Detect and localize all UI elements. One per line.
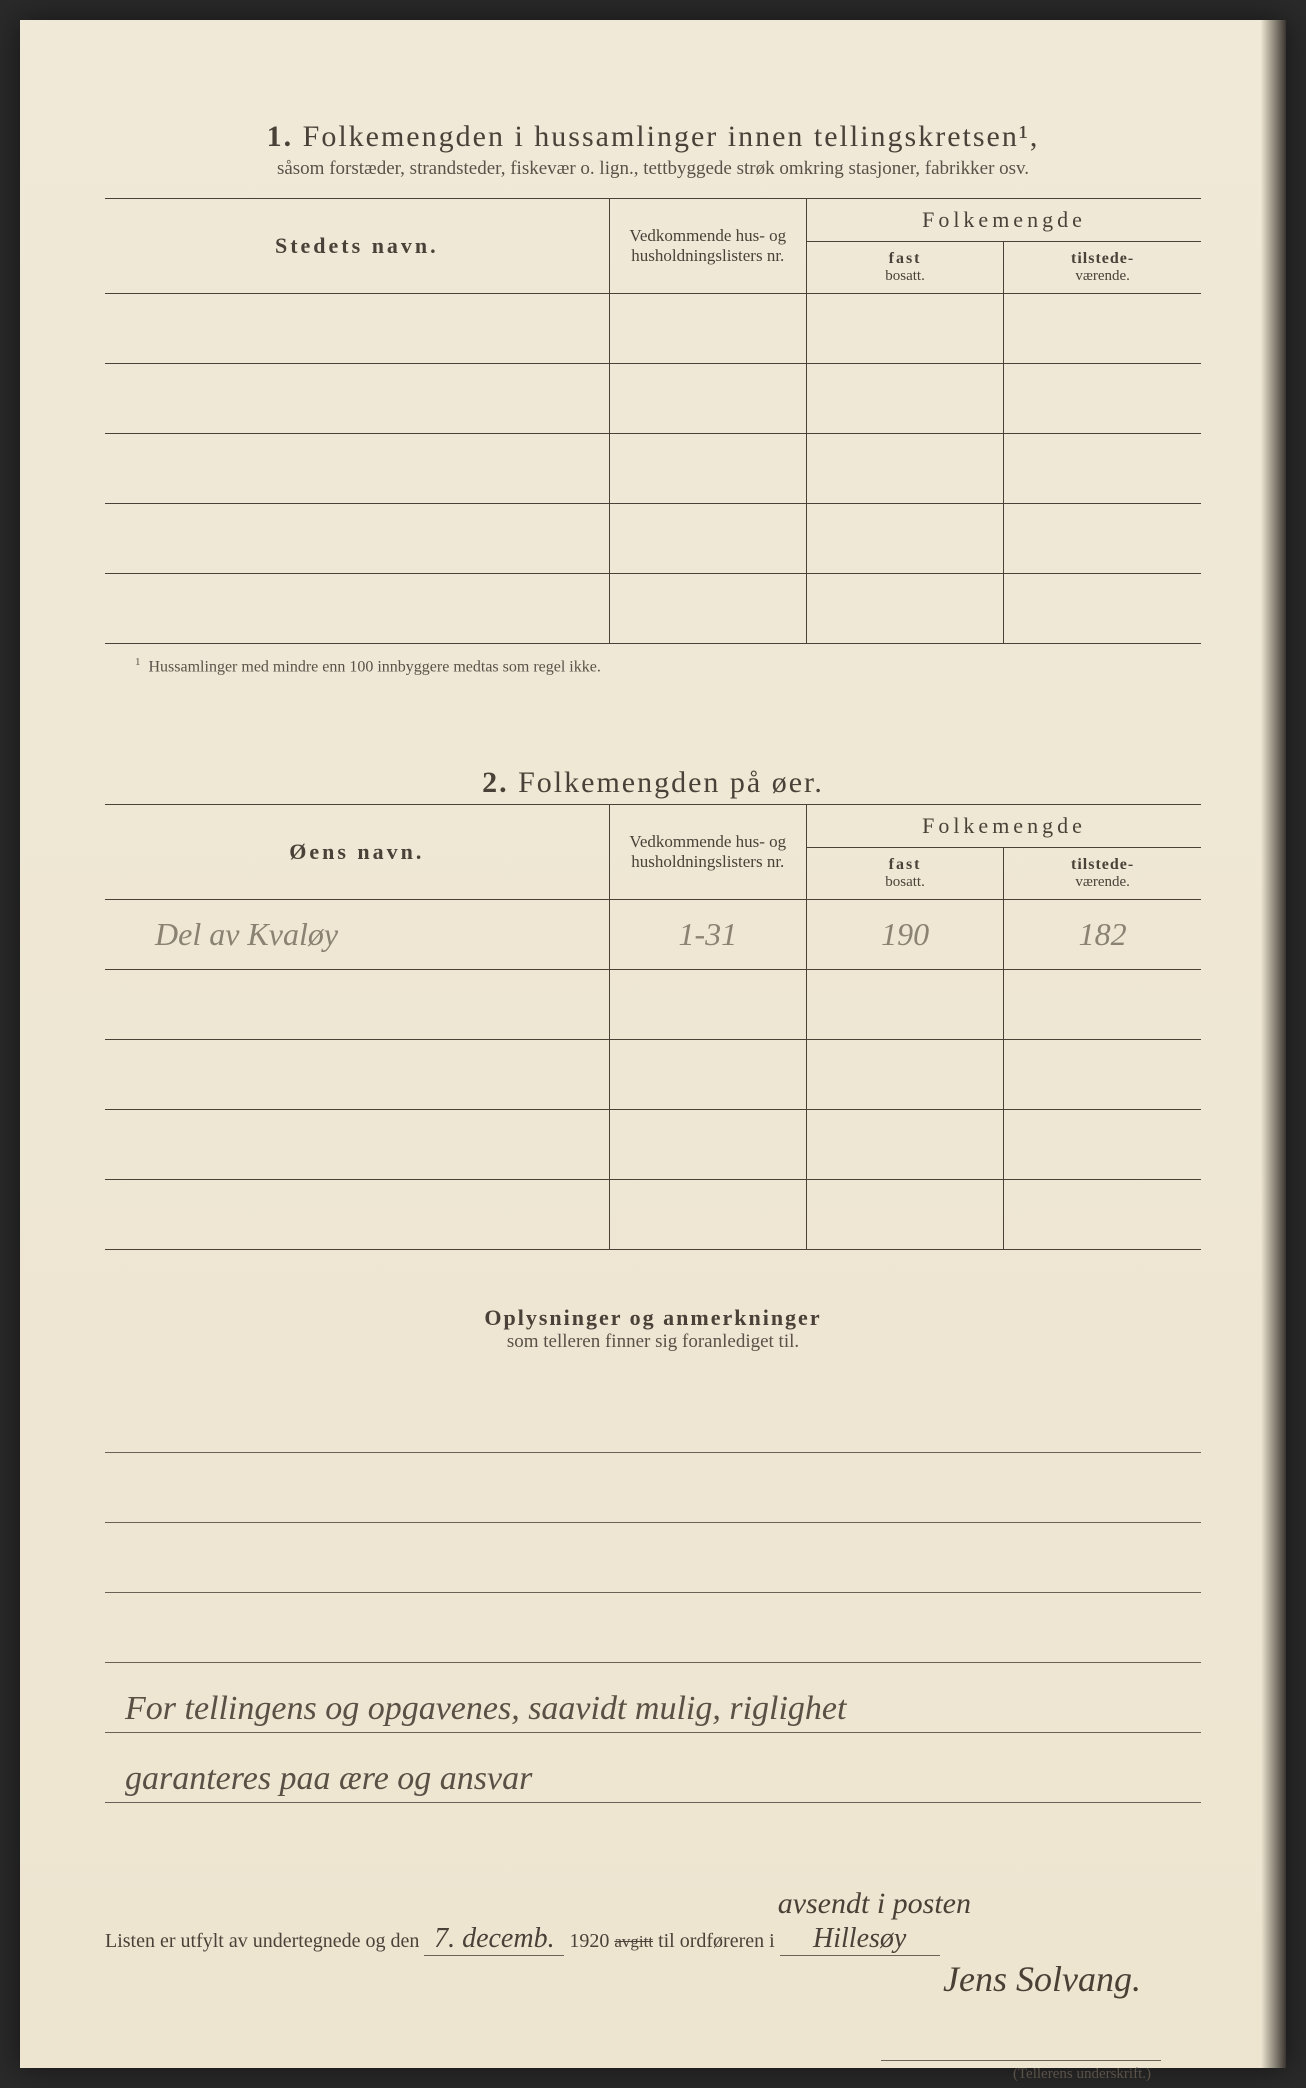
note-line (105, 1383, 1201, 1453)
col-fast-a2: fast (813, 856, 997, 874)
signature-rule (881, 2060, 1161, 2061)
signature-area: avsendt i posten Listen er utfylt av und… (105, 1893, 1201, 2053)
section1-footnote: 1 Hussamlinger med mindre enn 100 innbyg… (105, 656, 1201, 676)
note-text-2: garanteres paa ære og ansvar (125, 1760, 532, 1798)
section2-table: Øens navn. Vedkommende hus- og husholdni… (105, 804, 1201, 1250)
col-list-nr2: Vedkommende hus- og husholdningslisters … (609, 805, 806, 900)
sig-signer: Jens Solvang. (943, 1958, 1141, 2000)
row-fast: 190 (881, 916, 929, 952)
sig-prefix: Listen er utfylt av undertegnede og den (105, 1930, 419, 1952)
col-oens-navn: Øens navn. (289, 839, 424, 864)
col-list-nr: Vedkommende hus- og husholdningslisters … (609, 199, 806, 294)
col-folkemengde2: Folkemengde (806, 805, 1201, 848)
col-fast-a: fast (813, 250, 997, 268)
col-til-a2: tilstede- (1010, 856, 1195, 874)
col-til-b: værende. (1010, 268, 1195, 285)
note-line (105, 1453, 1201, 1523)
section1-heading: Folkemengden i hussamlinger innen tellin… (303, 120, 1040, 153)
sig-place: Hillesøy (780, 1923, 940, 1956)
col-fast-b: bosatt. (813, 268, 997, 285)
section1-subtitle: såsom forstæder, strandsteder, fiskevær … (105, 158, 1201, 180)
section2-number: 2. (482, 766, 509, 799)
section1-body (105, 294, 1201, 644)
notes-title: Oplysninger og anmerkninger (105, 1305, 1201, 1331)
note-line (105, 1523, 1201, 1593)
section2-heading: Folkemengden på øer. (518, 766, 824, 799)
document-page: 1. Folkemengden i hussamlinger innen tel… (20, 20, 1286, 2068)
section2-title: 2. Folkemengden på øer. (105, 766, 1201, 800)
table-row: Del av Kvaløy 1-31 190 182 (105, 900, 1201, 970)
section1-title: 1. Folkemengden i hussamlinger innen tel… (105, 120, 1201, 154)
notes-subtitle: som telleren finner sig foranlediget til… (105, 1331, 1201, 1353)
row-list: 1-31 (678, 916, 737, 952)
col-stedets-navn: Stedets navn. (275, 233, 439, 258)
row-name: Del av Kvaløy (155, 916, 338, 952)
sig-date: 7. decemb. (424, 1923, 564, 1956)
note-line: garanteres paa ære og ansvar (105, 1733, 1201, 1803)
section2-body: Del av Kvaløy 1-31 190 182 (105, 900, 1201, 1250)
notes-lines: For tellingens og opgavenes, saavidt mul… (105, 1383, 1201, 1803)
col-fast-b2: bosatt. (813, 874, 997, 891)
row-til: 182 (1079, 916, 1127, 952)
sig-middle: til ordføreren i (658, 1930, 775, 1952)
col-til-a: tilstede- (1010, 250, 1195, 268)
note-line: For tellingens og opgavenes, saavidt mul… (105, 1663, 1201, 1733)
note-line (105, 1593, 1201, 1663)
section1-number: 1. (267, 120, 294, 153)
tellers-label: (Tellerens underskrift.) (1013, 2066, 1151, 2083)
col-folkemengde: Folkemengde (806, 199, 1201, 242)
sig-avgitt: avgitt (614, 1932, 653, 1951)
sig-year: 1920 (569, 1930, 609, 1952)
section1-table: Stedets navn. Vedkommende hus- og hushol… (105, 198, 1201, 644)
note-text-1: For tellingens og opgavenes, saavidt mul… (125, 1690, 846, 1728)
col-til-b2: værende. (1010, 874, 1195, 891)
sig-annotation: avsendt i posten (778, 1887, 971, 1921)
